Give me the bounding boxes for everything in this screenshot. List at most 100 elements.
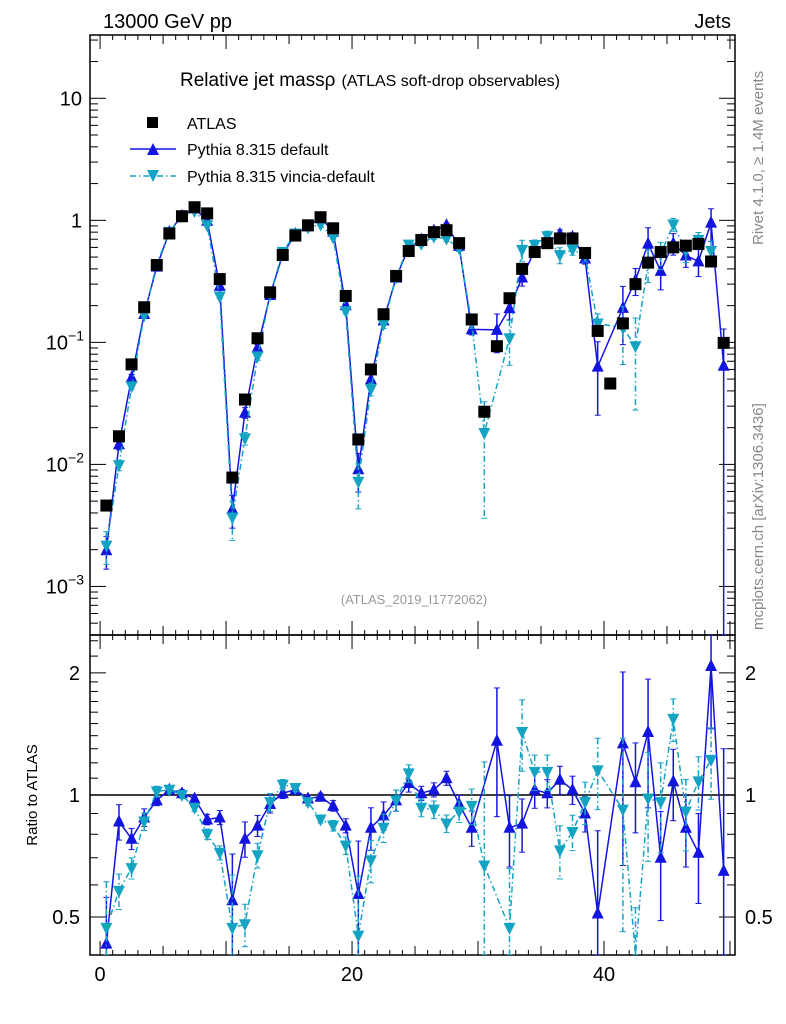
atlas-data-point — [616, 317, 629, 330]
default-marker — [150, 793, 163, 806]
vincia-marker — [553, 250, 566, 263]
vincia-marker — [238, 919, 251, 932]
atlas-data-point — [188, 201, 201, 214]
vincia-marker — [226, 922, 239, 935]
atlas-data-point — [175, 210, 188, 223]
chart-title: Relative jet massρ (ATLAS soft-drop obser… — [180, 70, 560, 91]
header-right: Jets — [694, 11, 731, 33]
atlas-data-point — [163, 227, 176, 240]
atlas-data-point — [138, 301, 151, 314]
ratio-y-tick-label: 2 — [69, 663, 80, 685]
default-marker — [566, 782, 579, 795]
y-tick-label: 10−1 — [46, 327, 84, 354]
atlas-data-point — [289, 229, 302, 242]
vincia-marker — [440, 233, 453, 246]
default-marker — [188, 791, 201, 804]
y-tick-label: 10−3 — [46, 571, 84, 598]
atlas-data-point — [390, 269, 403, 282]
ratio-y-tick-label: 0.5 — [52, 907, 80, 929]
atlas-data-point — [478, 405, 491, 418]
ratio-marks — [100, 635, 730, 955]
vincia-marker — [100, 922, 113, 935]
vincia-marker — [503, 922, 516, 935]
rivet-version-label: Rivet 4.1.0, ≥ 1.4M events — [750, 71, 767, 245]
atlas-data-point — [465, 313, 478, 326]
vincia-marker — [125, 381, 138, 394]
vincia-marker — [163, 784, 176, 797]
vincia-marker — [251, 850, 264, 863]
vincia-marker — [566, 244, 579, 257]
y-tick-exponent: −1 — [68, 327, 84, 343]
atlas-data-point — [541, 237, 554, 250]
atlas-data-point — [591, 324, 604, 337]
legend: ATLAS Pythia 8.315 default Pythia 8.315 … — [130, 116, 375, 186]
legend-vincia-marker — [147, 170, 159, 182]
default-marker — [327, 798, 340, 811]
default-marker — [415, 786, 428, 799]
vincia-marker — [100, 540, 113, 553]
atlas-data-point — [629, 278, 642, 291]
x-tick-label: 40 — [593, 964, 615, 986]
atlas-data-point — [402, 245, 415, 258]
atlas-data-point — [654, 246, 667, 259]
vincia-line — [105, 210, 712, 546]
ratio-y-tick-label-right: 0.5 — [745, 907, 773, 929]
vincia-marker — [301, 797, 314, 810]
vincia-marker — [226, 512, 239, 525]
vincia-marker — [478, 860, 491, 873]
legend-default-marker — [147, 143, 159, 155]
default-marker — [642, 724, 655, 737]
default-marker — [705, 658, 718, 671]
vincia-marker — [440, 818, 453, 831]
atlas-data-point — [440, 224, 453, 237]
atlas-data-point — [251, 332, 264, 345]
vincia-marker — [579, 797, 592, 810]
default-ratio-line — [105, 665, 725, 944]
atlas-data-point — [112, 430, 125, 443]
vincia-marker — [679, 806, 692, 819]
atlas-data-point — [238, 393, 251, 406]
y-tick-exponent: −2 — [68, 449, 84, 465]
vincia-marker — [553, 845, 566, 858]
atlas-data-point — [377, 308, 390, 321]
atlas-data-point — [692, 237, 705, 250]
atlas-data-point — [705, 255, 718, 268]
atlas-data-point — [579, 246, 592, 259]
vincia-marker — [465, 800, 478, 813]
default-marker — [213, 810, 226, 823]
vincia-marker — [591, 318, 604, 331]
atlas-data-point — [327, 222, 340, 235]
legend-vincia-label: Pythia 8.315 vincia-default — [187, 169, 375, 186]
default-marker — [705, 215, 718, 228]
default-marker — [490, 733, 503, 746]
atlas-data-point — [339, 289, 352, 302]
vincia-marker — [175, 789, 188, 802]
y-tick-exponent: −3 — [68, 571, 84, 587]
legend-atlas-marker — [147, 117, 158, 128]
vincia-marker — [364, 384, 377, 397]
ratio-ylabel: Ratio to ATLAS — [24, 744, 41, 845]
ratio-y-tick-label: 1 — [69, 785, 80, 807]
vincia-marker — [503, 333, 516, 346]
atlas-data-point — [226, 471, 239, 484]
vincia-marker — [478, 427, 491, 440]
atlas-data-point — [642, 256, 655, 269]
vincia-marker — [402, 768, 415, 781]
legend-atlas-label: ATLAS — [187, 116, 237, 133]
vincia-marker — [616, 804, 629, 817]
default-line — [105, 207, 725, 551]
vincia-marker — [415, 802, 428, 815]
atlas-data-point — [427, 226, 440, 239]
atlas-data-point — [667, 241, 680, 254]
atlas-data-point — [717, 336, 730, 349]
atlas-data-point — [125, 358, 138, 371]
default-marker — [667, 774, 680, 787]
atlas-data-point — [264, 286, 277, 299]
analysis-watermark: (ATLAS_2019_I1772062) — [341, 592, 487, 607]
vincia-marker — [516, 726, 529, 739]
atlas-data-point — [314, 211, 327, 224]
vincia-marker — [705, 754, 718, 767]
vincia-marker — [314, 814, 327, 827]
main-marks — [100, 201, 730, 635]
default-marker — [528, 782, 541, 795]
